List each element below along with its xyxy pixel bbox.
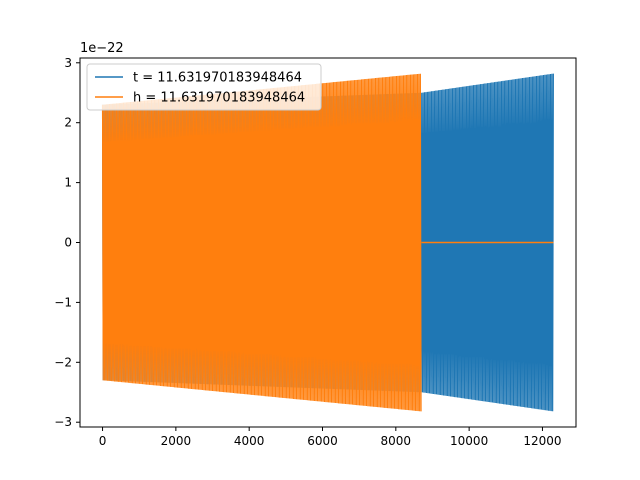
- x-tick-label: 6000: [307, 434, 338, 448]
- x-tick-label: 4000: [234, 434, 265, 448]
- x-tick-label: 12000: [523, 434, 561, 448]
- y-tick-label: −1: [54, 295, 72, 309]
- y-tick-label: −3: [54, 415, 72, 429]
- legend: t = 11.631970183948464 h = 11.63197018394…: [86, 63, 322, 111]
- series-line-2: [101, 73, 422, 412]
- y-tick-label: 2: [64, 116, 72, 130]
- x-tick-label: 8000: [381, 434, 412, 448]
- y-tick-label: 3: [64, 56, 72, 70]
- x-axis: 0 2000 4000 6000 8000 10000 12000: [99, 427, 562, 448]
- y-tick-label: 1: [64, 176, 72, 190]
- y-axis: −3 −2 −1 0 1 2 3: [54, 56, 80, 429]
- legend-label-1: t = 11.631970183948464: [133, 71, 302, 86]
- y-scale-label: 1e−22: [80, 41, 124, 56]
- x-tick-label: 10000: [450, 434, 488, 448]
- series-2: [101, 73, 554, 412]
- legend-box: [86, 63, 322, 111]
- plot-area: [101, 73, 554, 412]
- legend-label-2: h = 11.631970183948464: [133, 91, 305, 106]
- y-tick-label: −2: [54, 355, 72, 369]
- x-tick-label: 0: [99, 434, 107, 448]
- y-tick-label: 0: [64, 236, 72, 250]
- x-tick-label: 2000: [161, 434, 192, 448]
